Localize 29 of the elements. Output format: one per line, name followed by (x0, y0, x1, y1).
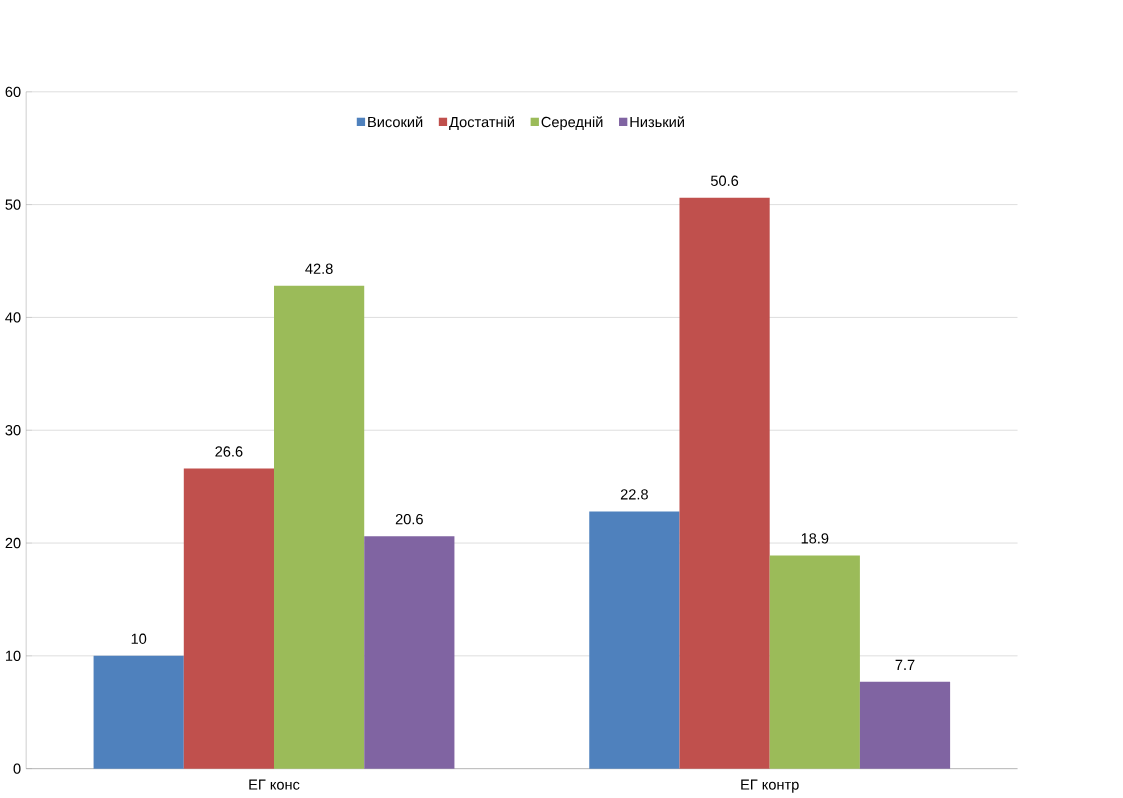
bar (589, 511, 680, 769)
y-tick-label: 40 (5, 312, 21, 323)
y-tick-label: 0 (13, 763, 21, 775)
legend-label: Достатній (449, 116, 514, 131)
bar (274, 286, 365, 769)
bar (183, 468, 275, 769)
y-tick-label: 50 (5, 199, 21, 211)
bar (93, 656, 184, 769)
legend-label: Середній (541, 116, 603, 131)
data-label: 42.8 (305, 263, 333, 275)
x-tick-label: ЕГ контр (741, 779, 799, 793)
legend-label: Низький (630, 116, 684, 128)
data-label: 20.6 (395, 514, 423, 525)
data-label: 10 (131, 633, 147, 645)
data-label: 50.6 (710, 175, 739, 187)
data-label: 7.7 (895, 660, 915, 671)
y-tick-label: 60 (5, 86, 21, 98)
data-label: 26.6 (215, 446, 243, 457)
bar (769, 555, 860, 769)
bar (364, 536, 455, 769)
y-tick-label: 20 (5, 538, 21, 549)
x-tick-label: ЕГ конс (249, 779, 300, 790)
legend-label: Високий (368, 116, 423, 128)
bar (679, 198, 770, 769)
y-tick-label: 30 (5, 425, 21, 436)
y-tick-label: 10 (5, 650, 21, 662)
data-label: 18.9 (801, 533, 829, 544)
bar (859, 682, 951, 769)
data-label: 22.8 (620, 489, 648, 500)
